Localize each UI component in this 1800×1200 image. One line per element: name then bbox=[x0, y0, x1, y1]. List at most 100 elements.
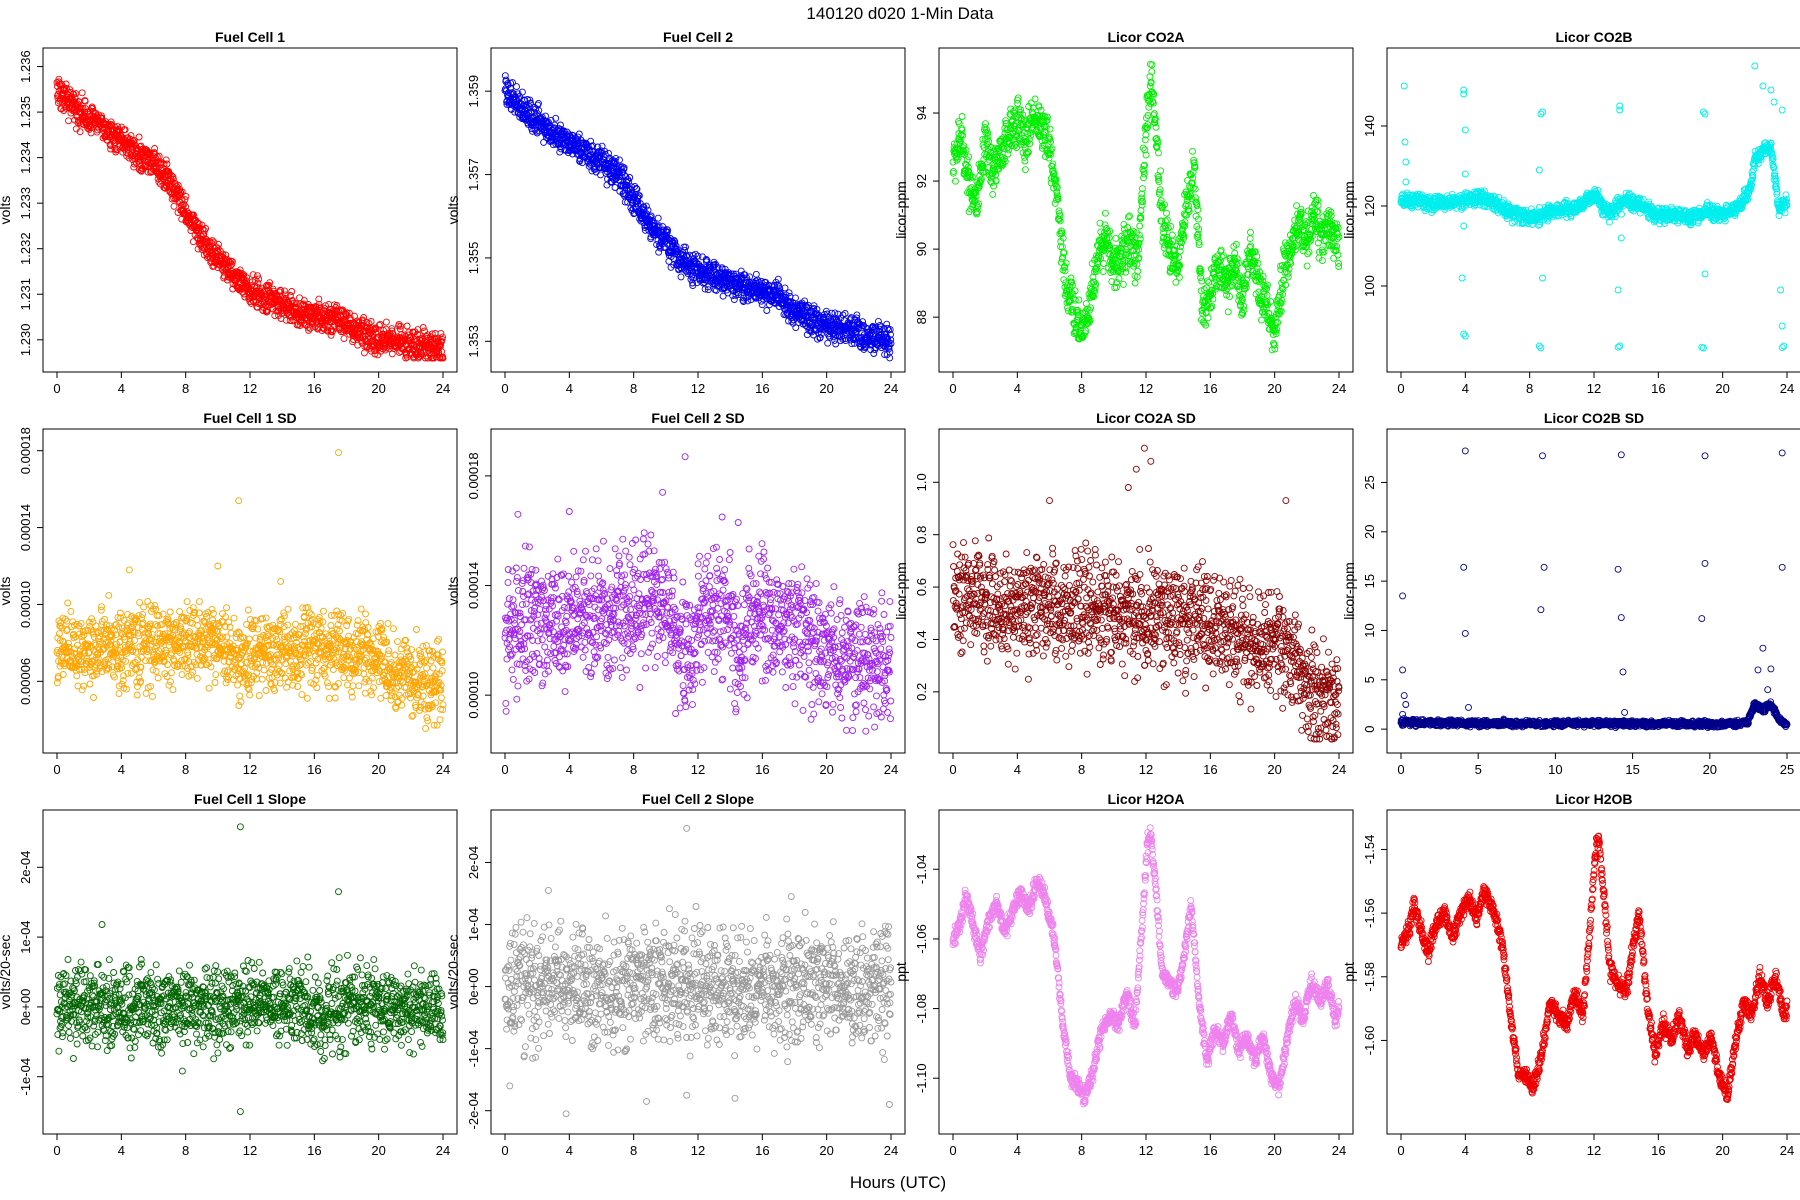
data-point bbox=[282, 291, 289, 299]
x-tick-label: 8 bbox=[630, 381, 637, 396]
data-point bbox=[329, 327, 336, 335]
data-point bbox=[321, 310, 329, 318]
y-axis-label: licor-ppm bbox=[893, 181, 909, 239]
data-point bbox=[288, 288, 296, 295]
data-point bbox=[1224, 308, 1232, 316]
data-point bbox=[71, 94, 79, 102]
data-point bbox=[951, 177, 959, 185]
y-axis-label: volts bbox=[445, 196, 461, 225]
data-point bbox=[1163, 209, 1170, 217]
data-point bbox=[1304, 250, 1312, 258]
data-point bbox=[305, 326, 313, 334]
data-point bbox=[870, 350, 878, 357]
data-point bbox=[1112, 234, 1120, 242]
data-point bbox=[763, 307, 771, 314]
data-point bbox=[62, 80, 70, 88]
data-point bbox=[162, 156, 170, 164]
data-point bbox=[1163, 216, 1171, 224]
data-point bbox=[513, 83, 520, 91]
data-point bbox=[316, 304, 324, 312]
data-point bbox=[989, 190, 997, 198]
x-tick-label: 8 bbox=[182, 381, 189, 396]
data-point bbox=[343, 309, 351, 317]
data-point bbox=[243, 274, 251, 282]
data-point bbox=[437, 329, 445, 337]
data-point bbox=[265, 286, 273, 294]
data-point bbox=[1004, 150, 1012, 158]
x-tick-label: 8 bbox=[1526, 381, 1533, 396]
y-tick-label: 1.232 bbox=[18, 232, 33, 265]
plot-frame bbox=[42, 47, 458, 373]
x-tick-label: 8 bbox=[1078, 381, 1085, 396]
x-tick-label: 20 bbox=[1715, 381, 1729, 396]
data-point bbox=[76, 128, 84, 136]
data-point bbox=[1131, 279, 1139, 287]
data-point bbox=[1168, 231, 1176, 239]
data-point bbox=[1155, 149, 1162, 157]
data-point bbox=[166, 180, 174, 188]
data-point bbox=[1067, 274, 1075, 282]
data-point bbox=[167, 175, 175, 183]
data-point bbox=[324, 327, 332, 335]
y-tick-label: 140 bbox=[1362, 115, 1377, 137]
data-point bbox=[280, 294, 288, 302]
data-point bbox=[1119, 280, 1127, 288]
panel-title: Licor CO2A bbox=[1107, 29, 1184, 45]
data-point bbox=[654, 214, 662, 222]
data-point bbox=[169, 175, 177, 183]
data-point bbox=[1284, 273, 1292, 281]
x-tick-label: 0 bbox=[1397, 381, 1404, 396]
data-series bbox=[1397, 62, 1791, 352]
data-point bbox=[320, 325, 328, 333]
data-point bbox=[54, 99, 62, 107]
data-point bbox=[202, 225, 210, 232]
x-tick-label: 4 bbox=[1462, 381, 1469, 396]
data-point bbox=[168, 179, 176, 187]
data-point bbox=[62, 84, 70, 92]
data-point bbox=[1246, 235, 1254, 243]
data-point bbox=[327, 331, 335, 339]
data-point bbox=[81, 97, 89, 105]
data-point bbox=[315, 300, 323, 308]
data-point bbox=[1075, 296, 1083, 304]
x-tick-label: 0 bbox=[949, 381, 956, 396]
x-tick-label: 12 bbox=[1587, 381, 1601, 396]
x-tick-label: 24 bbox=[884, 381, 898, 396]
data-point bbox=[79, 104, 87, 112]
data-point bbox=[982, 120, 989, 128]
y-tick-label: 1.359 bbox=[466, 75, 481, 108]
data-point bbox=[1148, 68, 1156, 76]
data-point bbox=[182, 192, 190, 200]
data-point bbox=[1134, 267, 1142, 275]
data-point bbox=[1139, 144, 1147, 152]
data-point bbox=[114, 123, 122, 131]
y-tick-label: 120 bbox=[1362, 195, 1377, 217]
data-point bbox=[1100, 260, 1107, 267]
x-tick-label: 4 bbox=[1014, 381, 1021, 396]
data-series bbox=[501, 72, 895, 362]
data-point bbox=[1136, 222, 1144, 230]
data-point bbox=[72, 90, 80, 98]
data-point bbox=[1247, 228, 1254, 236]
data-series bbox=[949, 60, 1343, 354]
x-tick-label: 20 bbox=[371, 381, 385, 396]
x-tick-label: 16 bbox=[307, 381, 321, 396]
data-point bbox=[255, 275, 263, 283]
data-point bbox=[1155, 178, 1163, 186]
data-point bbox=[264, 306, 272, 314]
data-point bbox=[1157, 167, 1165, 175]
data-point bbox=[160, 173, 168, 181]
data-point bbox=[107, 118, 115, 126]
x-tick-label: 24 bbox=[1780, 381, 1794, 396]
data-point bbox=[824, 339, 832, 347]
x-tick-label: 4 bbox=[566, 381, 573, 396]
data-point bbox=[1305, 248, 1313, 256]
data-point bbox=[266, 279, 274, 287]
data-point bbox=[281, 287, 288, 295]
x-tick-label: 12 bbox=[691, 381, 705, 396]
y-tick-label: 1.233 bbox=[18, 187, 33, 220]
y-tick-label: 1.230 bbox=[18, 324, 33, 357]
data-point bbox=[1021, 166, 1029, 174]
data-point bbox=[752, 270, 760, 278]
